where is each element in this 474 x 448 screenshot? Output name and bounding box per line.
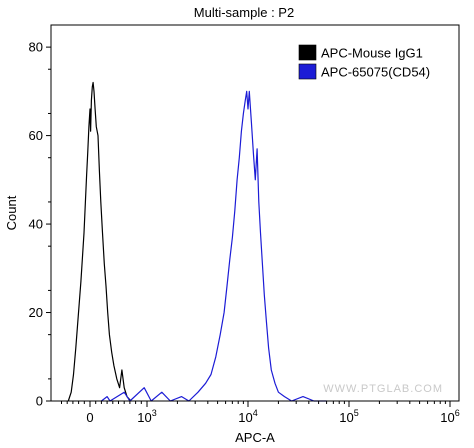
legend-swatch-0: [298, 44, 317, 61]
y-tick-label: 80: [29, 40, 43, 55]
legend: APC-Mouse IgG1 APC-65075(CD54): [298, 44, 430, 80]
y-axis-label: Count: [4, 195, 19, 230]
chart-title: Multi-sample : P2: [194, 5, 294, 20]
legend-swatch-1: [298, 63, 317, 80]
x-axis-label: APC-A: [235, 430, 275, 445]
y-tick-label: 60: [29, 128, 43, 143]
x-axis-ticks: 0 103 104 105 106: [61, 401, 460, 425]
x-tick-label: 105: [339, 408, 358, 425]
series-line-1: [101, 90, 327, 402]
legend-label-0: APC-Mouse IgG1: [321, 46, 423, 61]
plot-frame: [50, 24, 460, 402]
legend-label-1: APC-65075(CD54): [321, 65, 430, 80]
y-axis-ticks: 0 20 40 60 80: [29, 40, 51, 409]
watermark: WWW.PTGLAB.COM: [323, 383, 443, 395]
plot-area: [67, 81, 327, 402]
x-tick-label: 103: [137, 408, 156, 425]
x-tick-label: 106: [440, 408, 459, 425]
y-tick-label: 0: [36, 394, 43, 409]
y-tick-label: 40: [29, 217, 43, 232]
x-tick-label: 0: [86, 410, 93, 425]
series-line-0: [67, 81, 132, 402]
x-tick-label: 104: [238, 408, 257, 425]
y-tick-label: 20: [29, 305, 43, 320]
